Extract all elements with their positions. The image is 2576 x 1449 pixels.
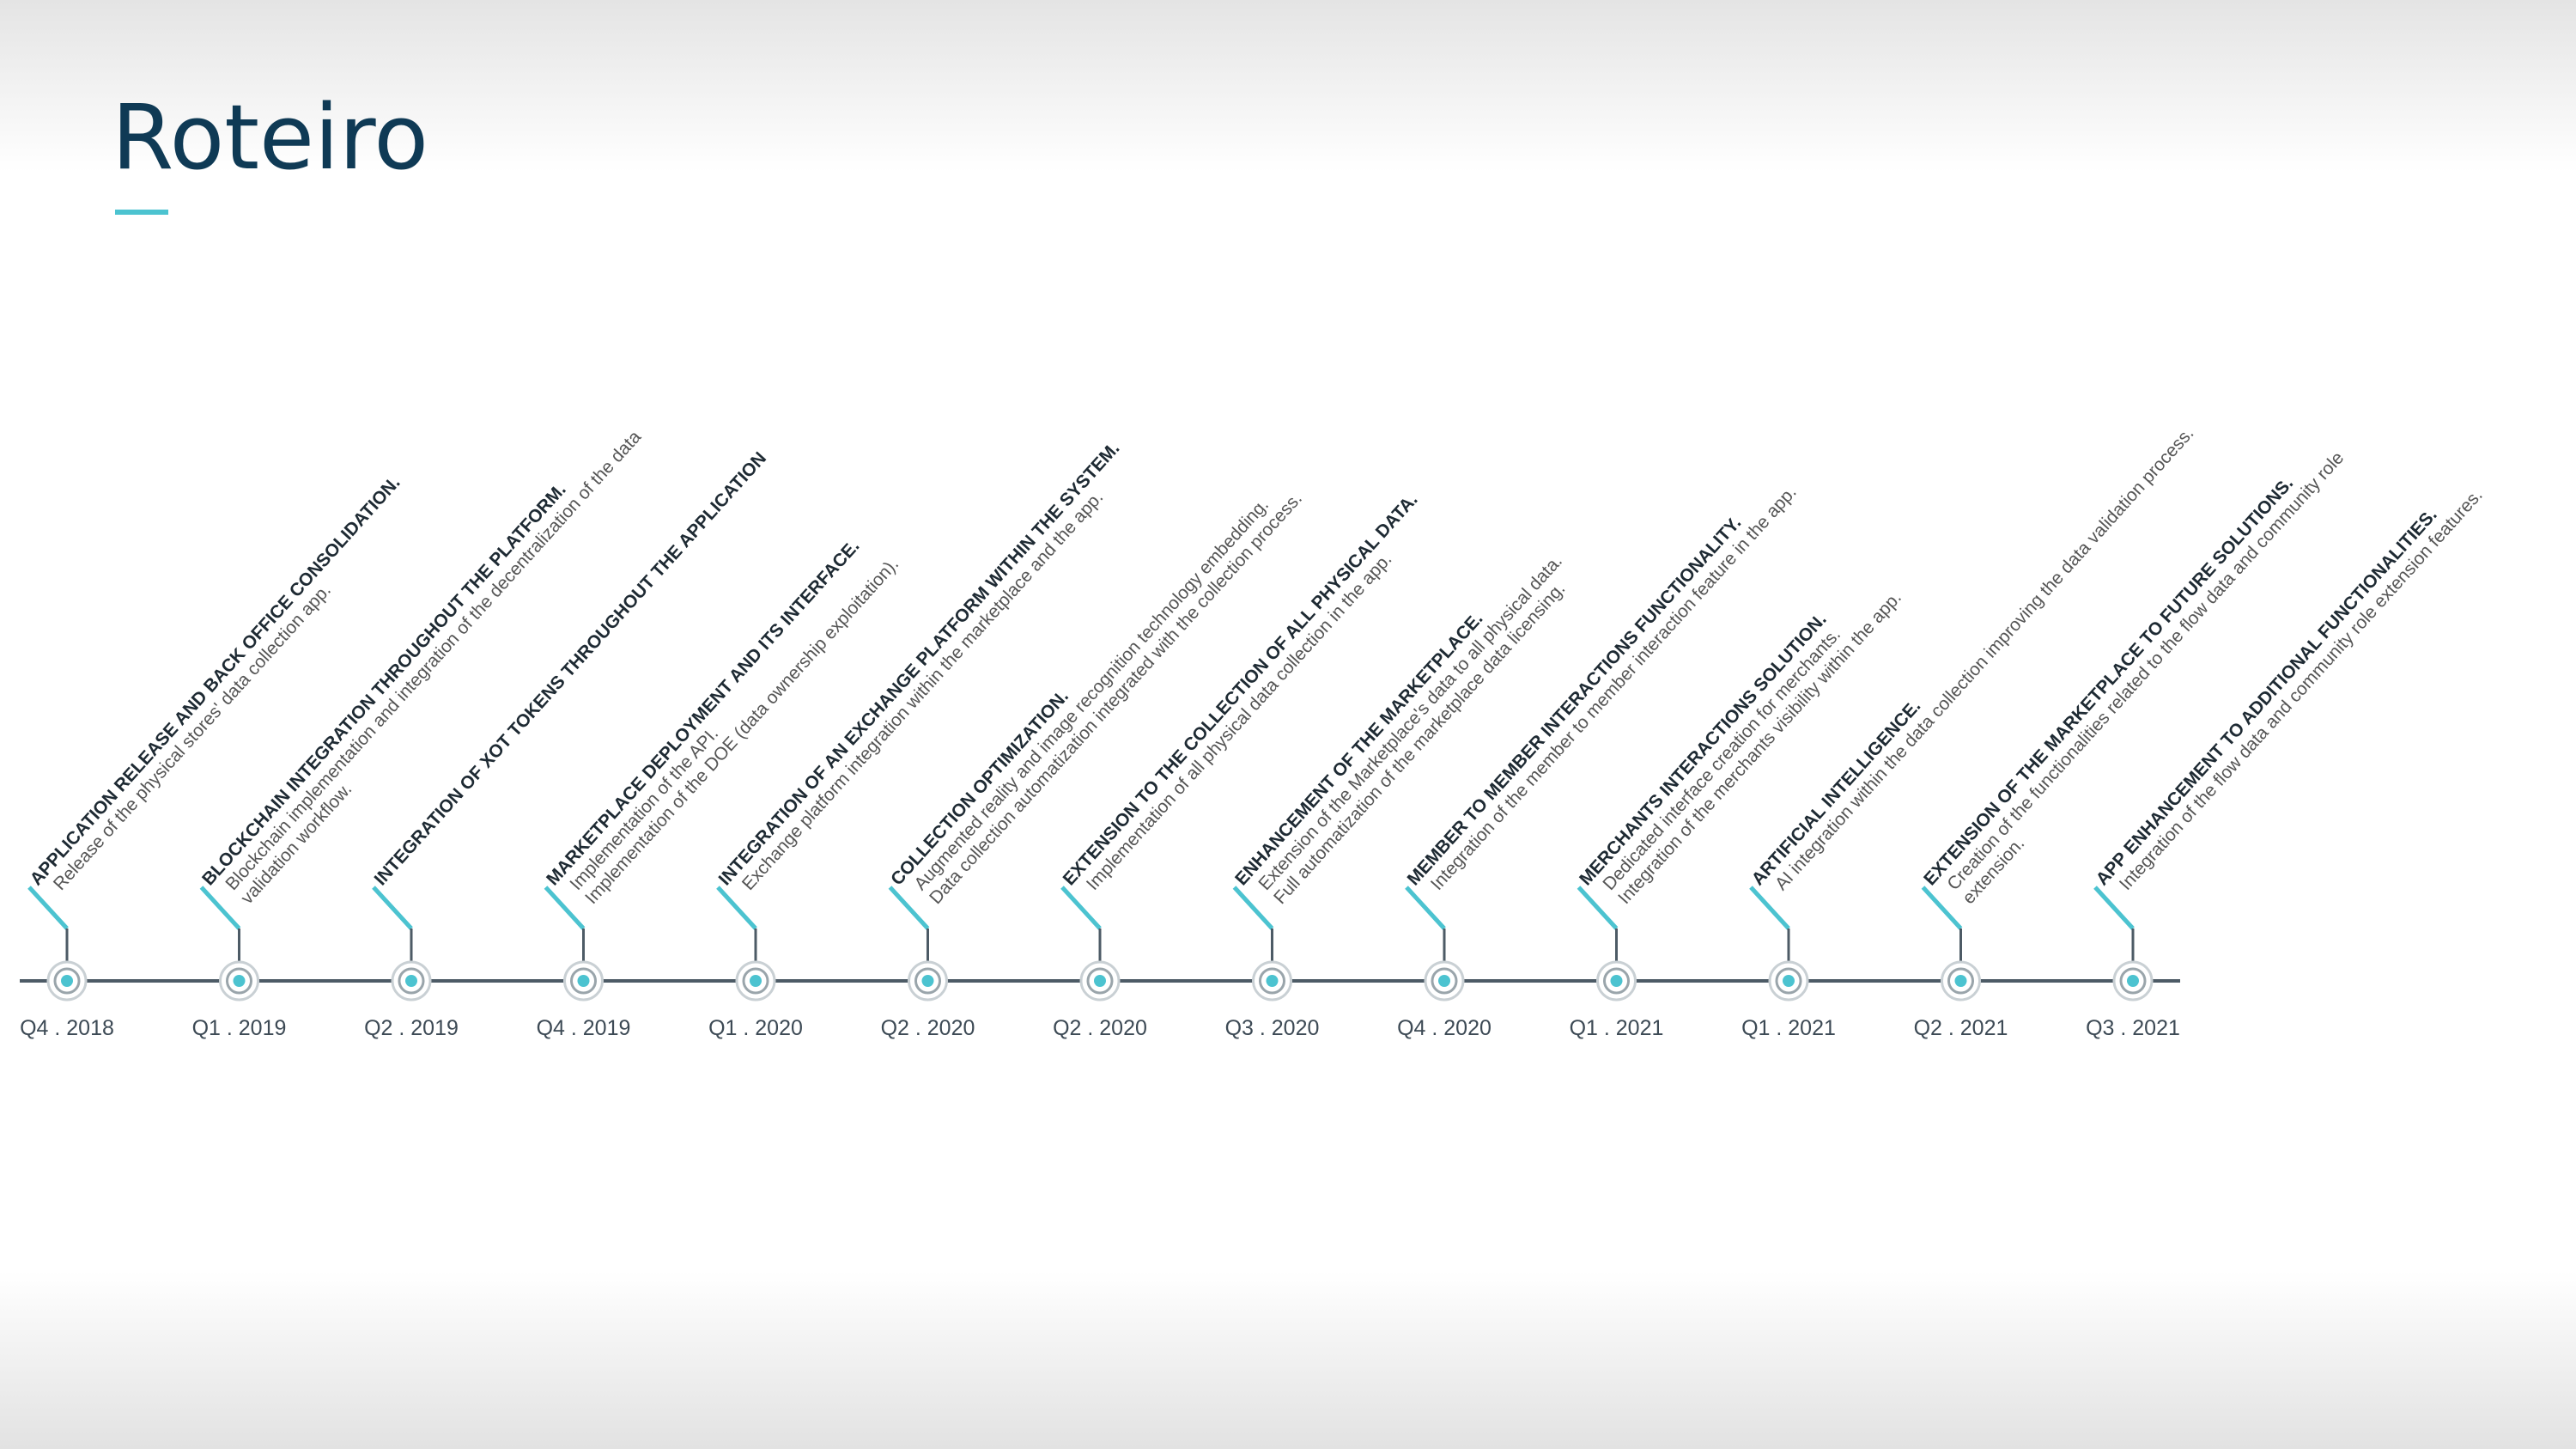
milestone-date: Q4 . 2020 — [1397, 1016, 1492, 1040]
background-bottom — [0, 1271, 2576, 1449]
milestone-description: Exchange platform integration within the… — [738, 488, 1108, 894]
connector-diagonal — [27, 886, 69, 930]
milestone-date: Q1 . 2020 — [708, 1016, 803, 1040]
milestone-date: Q4 . 2018 — [20, 1016, 114, 1040]
node-dot — [1783, 975, 1795, 987]
milestone-date: Q2 . 2020 — [881, 1016, 975, 1040]
node-dot — [921, 975, 934, 987]
connector-diagonal — [1232, 886, 1274, 930]
node-dot — [233, 975, 246, 987]
node-dot — [1610, 975, 1623, 987]
milestone-date: Q4 . 2019 — [537, 1016, 631, 1040]
node-dot — [405, 975, 417, 987]
milestone-text: MERCHANTS INTERACTIONS SOLUTION.Dedicate… — [1576, 588, 1905, 908]
milestone-text: ENHANCEMENT OF THE MARKETPLACE.Extension… — [1231, 551, 1569, 908]
node-dot — [750, 975, 762, 987]
milestone: Q1 . 2019 BLOCKCHAIN INTEGRATION THROUGHO… — [192, 427, 646, 1040]
milestone-description: Implementation of the API. — [566, 724, 722, 894]
milestone-description: Augmented reality and image recognition … — [910, 495, 1273, 894]
connector-diagonal — [1749, 886, 1790, 930]
milestone-description: Integration of the flow data and communi… — [2116, 485, 2487, 894]
connector-diagonal — [1060, 886, 1102, 930]
milestone-text: MARKETPLACE DEPLOYMENT AND ITS INTERFACE… — [543, 536, 902, 908]
milestone-description: Implementation of all physical data coll… — [1083, 550, 1396, 894]
milestone-heading: APPLICATION RELEASE AND BACK OFFICE CONS… — [27, 472, 404, 889]
connector-diagonal — [888, 886, 930, 930]
node-dot — [1954, 975, 1967, 987]
node-dot — [1094, 975, 1106, 987]
milestone-date: Q2 . 2020 — [1053, 1016, 1147, 1040]
background-top — [0, 0, 2576, 172]
milestones: Q4 . 2018 APPLICATION RELEASE AND BACK OF… — [20, 423, 2487, 1040]
milestone-text: APP ENHANCEMENT TO ADDITIONAL FUNCTIONAL… — [2093, 485, 2487, 894]
connector-diagonal — [2093, 886, 2135, 930]
connector-diagonal — [199, 886, 241, 930]
milestone-date: Q3 . 2020 — [1225, 1016, 1320, 1040]
milestone-heading: APP ENHANCEMENT TO ADDITIONAL FUNCTIONAL… — [2093, 505, 2441, 889]
node-dot — [577, 975, 590, 987]
milestone-description: Extension of the Marketplace's data to a… — [1255, 551, 1566, 894]
node-dot — [2127, 975, 2139, 987]
title-underline — [115, 210, 168, 215]
milestone-date: Q3 . 2021 — [2086, 1016, 2180, 1040]
connector-diagonal — [1405, 886, 1446, 930]
milestone-date: Q1 . 2021 — [1570, 1016, 1664, 1040]
milestone: Q3 . 2021 APP ENHANCEMENT TO ADDITIONAL F… — [2086, 485, 2487, 1040]
node-dot — [1266, 975, 1279, 987]
milestone-date: Q1 . 2019 — [192, 1016, 287, 1040]
node-dot — [1438, 975, 1450, 987]
connector-diagonal — [372, 886, 413, 930]
connector-diagonal — [716, 886, 757, 930]
milestone-text: APPLICATION RELEASE AND BACK OFFICE CONS… — [27, 472, 404, 894]
slide-title: Roteiro — [112, 85, 428, 190]
connector-diagonal — [544, 886, 586, 930]
milestone-date: Q1 . 2021 — [1741, 1016, 1836, 1040]
milestone-heading: MARKETPLACE DEPLOYMENT AND ITS INTERFACE… — [543, 536, 863, 889]
node-dot — [61, 975, 73, 987]
milestone-heading: INTEGRATION OF AN EXCHANGE PLATFORM WITH… — [715, 438, 1124, 889]
milestone-date: Q2 . 2019 — [364, 1016, 459, 1040]
milestone-heading: BLOCKCHAIN INTEGRATION THROUGHOUT THE PL… — [198, 479, 570, 889]
connector-diagonal — [1577, 886, 1619, 930]
connector-diagonal — [1921, 886, 1963, 930]
milestone-date: Q2 . 2021 — [1914, 1016, 2008, 1040]
